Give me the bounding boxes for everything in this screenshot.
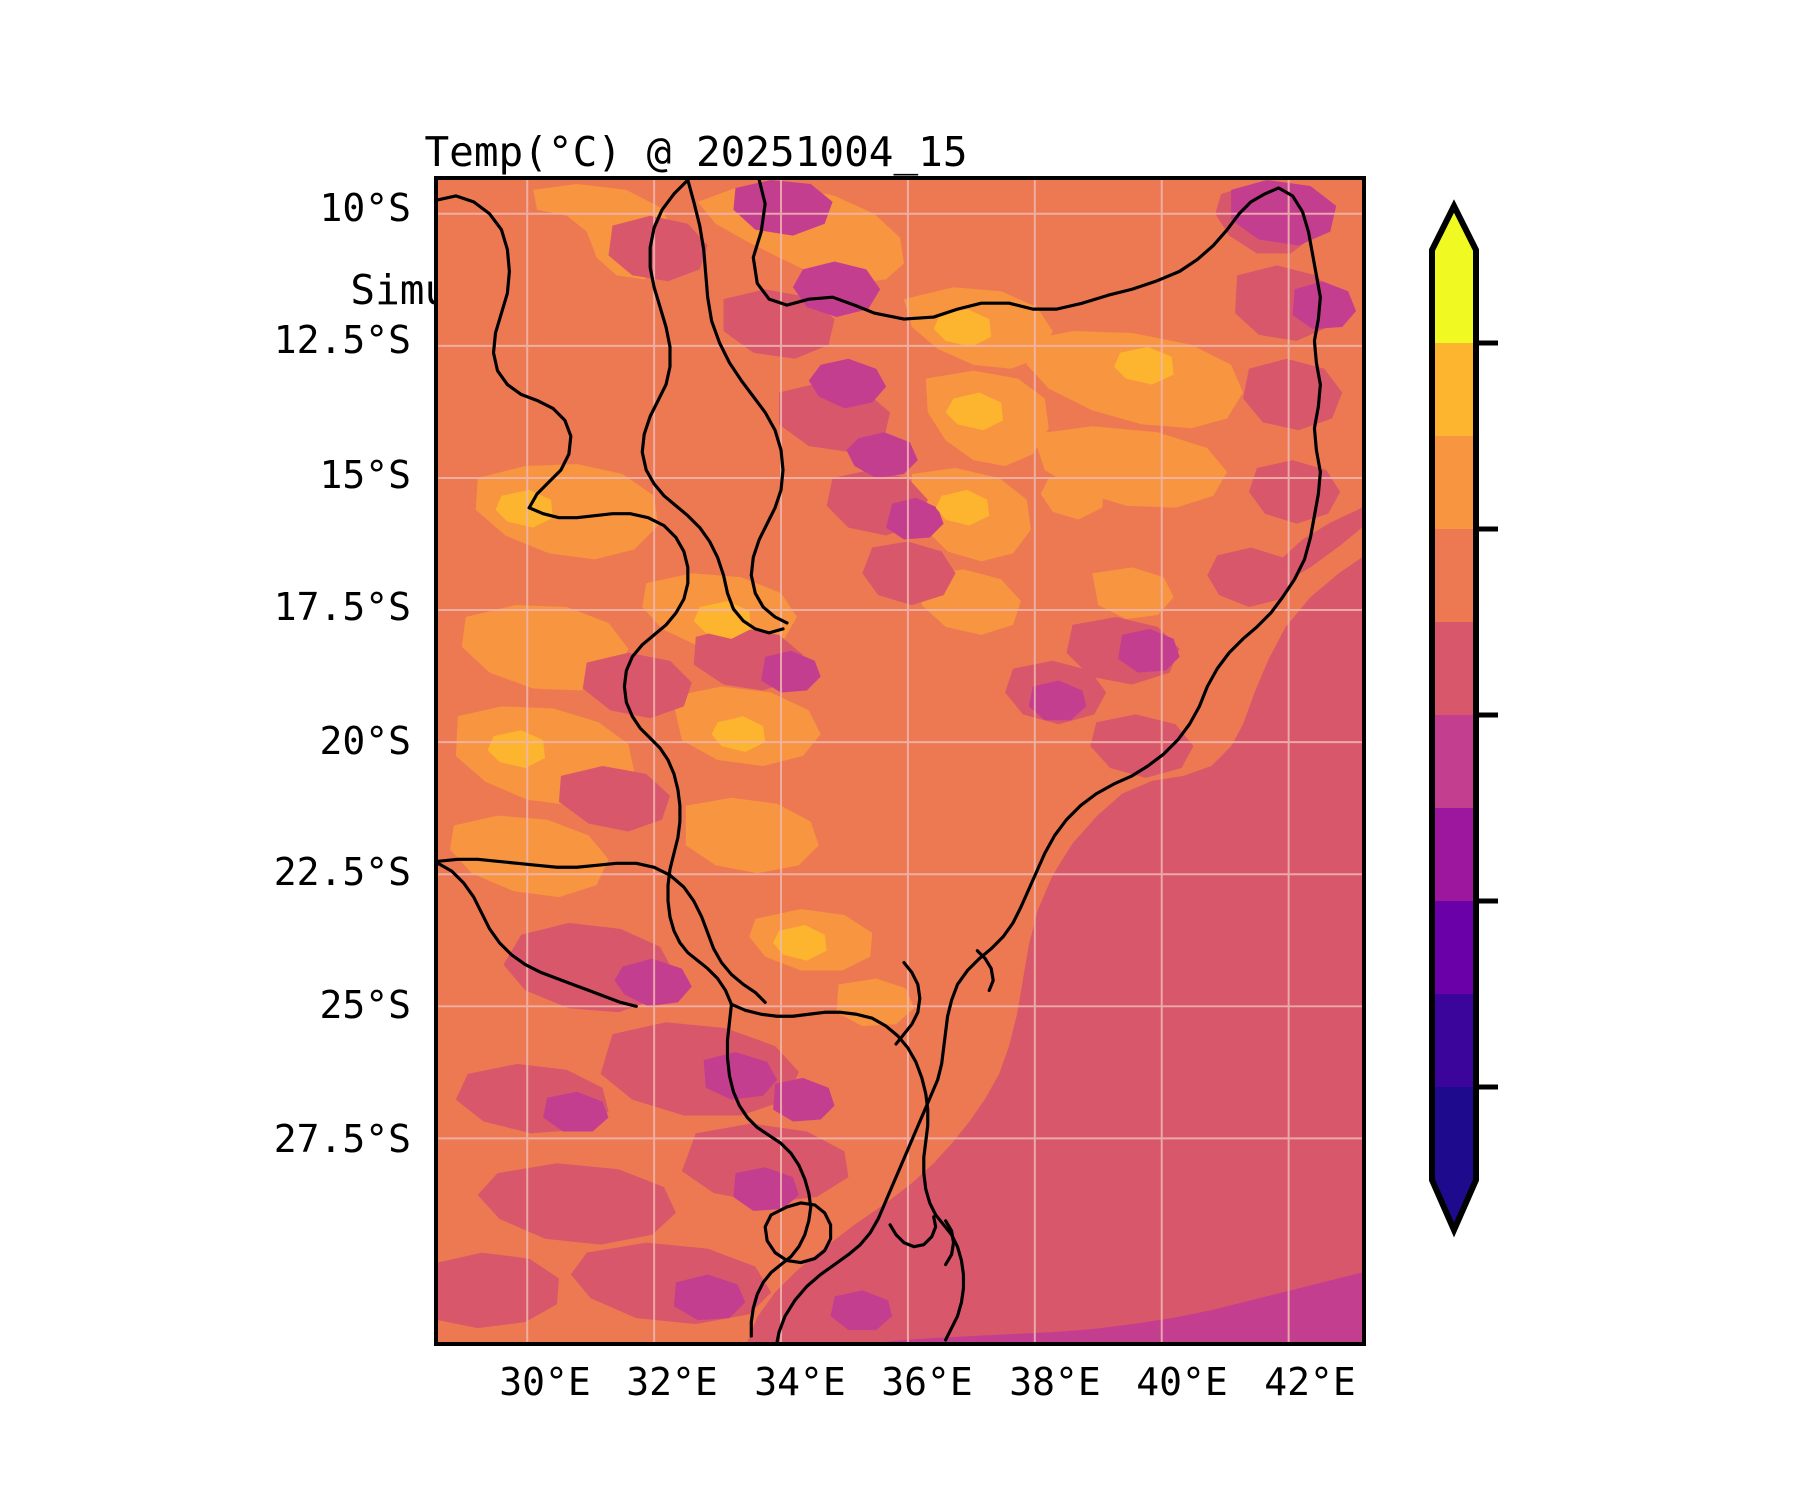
- xtick-label-36E: 36°E: [881, 1360, 973, 1404]
- ytick-label-10S: 10°S: [319, 186, 411, 230]
- temperature-map[interactable]: [434, 176, 1366, 1346]
- ytick-label-20S: 20°S: [319, 719, 411, 763]
- map-clip: [438, 180, 1362, 1342]
- xtick-label-30E: 30°E: [499, 1360, 591, 1404]
- xtick-label-42E: 42°E: [1264, 1360, 1356, 1404]
- ytick-label-12_5S: 12.5°S: [273, 318, 411, 362]
- colorbar[interactable]: 40 30 20 10 0: [1424, 182, 1498, 1238]
- xtick-label-38E: 38°E: [1009, 1360, 1101, 1404]
- ytick-label-15S: 15°S: [319, 453, 411, 497]
- colorbar-ticks: [1476, 340, 1498, 1090]
- colorbar-over-arrow: [1432, 206, 1476, 250]
- xtick-label-34E: 34°E: [754, 1360, 846, 1404]
- colorbar-bands: [1432, 250, 1476, 1180]
- xtick-label-32E: 32°E: [626, 1360, 718, 1404]
- ytick-label-27_5S: 27.5°S: [273, 1117, 411, 1161]
- ytick-label-25S: 25°S: [319, 983, 411, 1027]
- ytick-label-17_5S: 17.5°S: [273, 585, 411, 629]
- colorbar-gradient: [1429, 199, 1498, 1238]
- title-line-1: Temp(°C) @ 20251004_15: [424, 127, 968, 176]
- xtick-label-40E: 40°E: [1136, 1360, 1228, 1404]
- country-borders: [438, 180, 1322, 1342]
- map-contour-fill: [438, 180, 1362, 1342]
- colorbar-under-arrow: [1432, 1180, 1476, 1230]
- colorbar-outline: [1429, 199, 1479, 1238]
- map-gridlines: [438, 180, 1362, 1342]
- ytick-label-22_5S: 22.5°S: [273, 850, 411, 894]
